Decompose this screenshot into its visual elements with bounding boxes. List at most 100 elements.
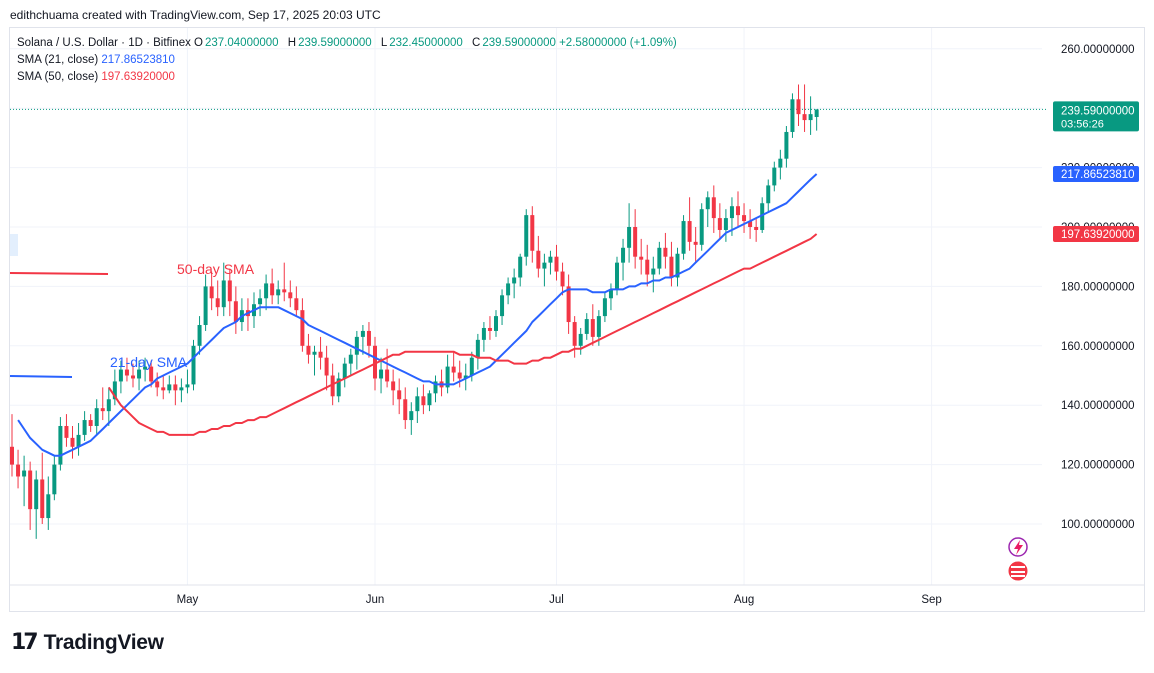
candle-body <box>699 209 704 245</box>
candle-body <box>748 221 753 227</box>
candle-body <box>82 420 87 435</box>
sma21-row[interactable]: SMA (21, close) 217.86523810 <box>17 52 677 69</box>
candle-body <box>137 369 142 379</box>
candle-body <box>760 203 765 230</box>
candle-body <box>209 286 214 299</box>
candle-body <box>518 256 523 278</box>
candle-body <box>22 470 27 477</box>
candle-body <box>173 384 178 391</box>
flag-stripe-icon <box>1011 575 1025 577</box>
candle-body <box>161 387 166 391</box>
candle-body <box>566 286 571 323</box>
candle-body <box>415 396 420 412</box>
chart-frame <box>9 27 1145 612</box>
candle-body <box>58 425 63 465</box>
sma21-label: SMA (21, close) <box>17 54 99 66</box>
sma21-price-tag <box>1053 165 1139 182</box>
sma50-line <box>107 233 818 436</box>
candle-body <box>729 206 734 219</box>
candle-body <box>445 366 450 388</box>
candle-body <box>681 221 686 254</box>
sma21-fragment-line <box>9 375 73 378</box>
candle-body <box>669 256 674 278</box>
candle-body <box>596 316 601 337</box>
candle-body <box>542 262 547 269</box>
flag-stripe-icon <box>1011 571 1025 573</box>
candle-body <box>494 316 498 331</box>
close-value: 239.59000000 <box>482 37 556 49</box>
sma50-price-tag <box>1053 226 1139 243</box>
chart-icons[interactable] <box>10 234 1028 581</box>
candle-body <box>282 289 287 293</box>
candle-body <box>663 247 668 257</box>
last-price-tag <box>1053 101 1139 132</box>
candle-body <box>802 114 807 121</box>
low-value: 232.45000000 <box>389 37 463 49</box>
candle-body <box>639 256 644 260</box>
candle-body <box>512 277 517 284</box>
candle-body <box>693 241 698 245</box>
candle-body <box>330 375 335 397</box>
candle-body <box>52 464 57 495</box>
candle-body <box>373 345 377 379</box>
candle-body <box>560 271 565 287</box>
sma21-line <box>17 173 818 457</box>
lightning-bolt-icon <box>1014 540 1023 555</box>
candle-body <box>742 215 747 222</box>
change-value: +2.58000000 (+1.09%) <box>559 37 677 49</box>
candle-body <box>300 310 305 346</box>
candle-body <box>233 301 238 323</box>
time-axis[interactable]: May Jun Jul Aug Sep <box>177 594 942 606</box>
candle-body <box>124 369 129 376</box>
candle-body <box>536 250 541 269</box>
candle-body <box>324 357 329 376</box>
candle-body <box>584 319 589 334</box>
candle-body <box>554 256 559 272</box>
last-price-tag-value: 239.59000000 <box>1061 105 1135 117</box>
candle-body <box>16 464 21 477</box>
candle-body <box>185 384 190 388</box>
candle-body <box>808 114 813 121</box>
tradingview-logo[interactable]: 17 TradingView <box>11 630 164 655</box>
ohlc-row: Solana / U.S. Dollar · 1D · Bitfinex O 23… <box>17 35 677 52</box>
candle-body <box>94 408 99 426</box>
candle-body <box>70 437 75 447</box>
candle-body <box>651 268 656 275</box>
candle-body <box>457 372 462 379</box>
flag-stripe-icon <box>1011 566 1025 568</box>
candle-body <box>687 221 692 242</box>
candle-body <box>548 256 553 263</box>
candle-body <box>433 381 438 394</box>
candle-body <box>621 247 626 263</box>
candle-body <box>615 262 619 290</box>
candle-body <box>167 384 172 391</box>
open-value: 237.04000000 <box>205 37 279 49</box>
candle-body <box>64 425 69 438</box>
candle-body <box>451 366 456 373</box>
candle-body <box>360 330 365 337</box>
candle-body <box>385 369 390 382</box>
y-tick-label: 180.00000000 <box>1061 281 1135 293</box>
candle-body <box>131 375 135 379</box>
sma21-price-tag-value: 217.86523810 <box>1061 169 1135 181</box>
sma50-annotation: 50-day SMA <box>177 261 255 277</box>
candle-body <box>814 109 819 117</box>
left-edge-marker <box>10 234 18 256</box>
candle-body <box>705 197 710 210</box>
candle-body <box>736 206 740 216</box>
candle-body <box>500 295 505 317</box>
candle-body <box>421 396 426 406</box>
candle-body <box>306 345 311 355</box>
sma50-row[interactable]: SMA (50, close) 197.63920000 <box>17 69 677 86</box>
candle-body <box>530 215 535 251</box>
candle-body <box>675 253 680 278</box>
symbol-title[interactable]: Solana / U.S. Dollar · 1D · Bitfinex <box>17 37 191 49</box>
low-label: L <box>380 37 388 49</box>
candle-body <box>409 411 414 421</box>
sma-lines <box>17 173 818 457</box>
candle-body <box>191 345 196 385</box>
candle-body <box>754 227 759 230</box>
candle-body <box>100 408 105 412</box>
candle-body <box>784 131 789 159</box>
